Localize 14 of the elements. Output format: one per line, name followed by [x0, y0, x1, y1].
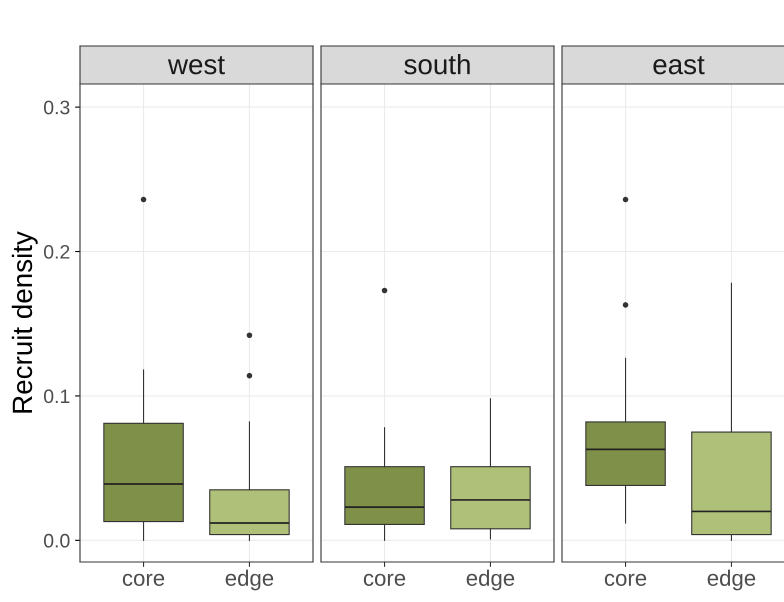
chart-title: west [168, 56, 225, 74]
chart-title: south [404, 54, 470, 74]
x-tick-label: edge [466, 570, 514, 590]
y-tick-label: 0.2 [44, 244, 70, 259]
y-tick-label: 0.1 [44, 389, 70, 404]
x-tick-label: core [364, 574, 406, 586]
x-tick-label: core [604, 574, 646, 586]
x-tick-label: edge [708, 570, 756, 590]
y-axis-title: Recruit density [12, 231, 38, 413]
y-tick-label: 0.3 [44, 100, 70, 114]
x-tick-label: edge [226, 570, 274, 590]
y-tick-label: 0.0 [44, 534, 70, 548]
x-tick-label: core [122, 574, 164, 586]
chart-title: east [653, 56, 705, 74]
